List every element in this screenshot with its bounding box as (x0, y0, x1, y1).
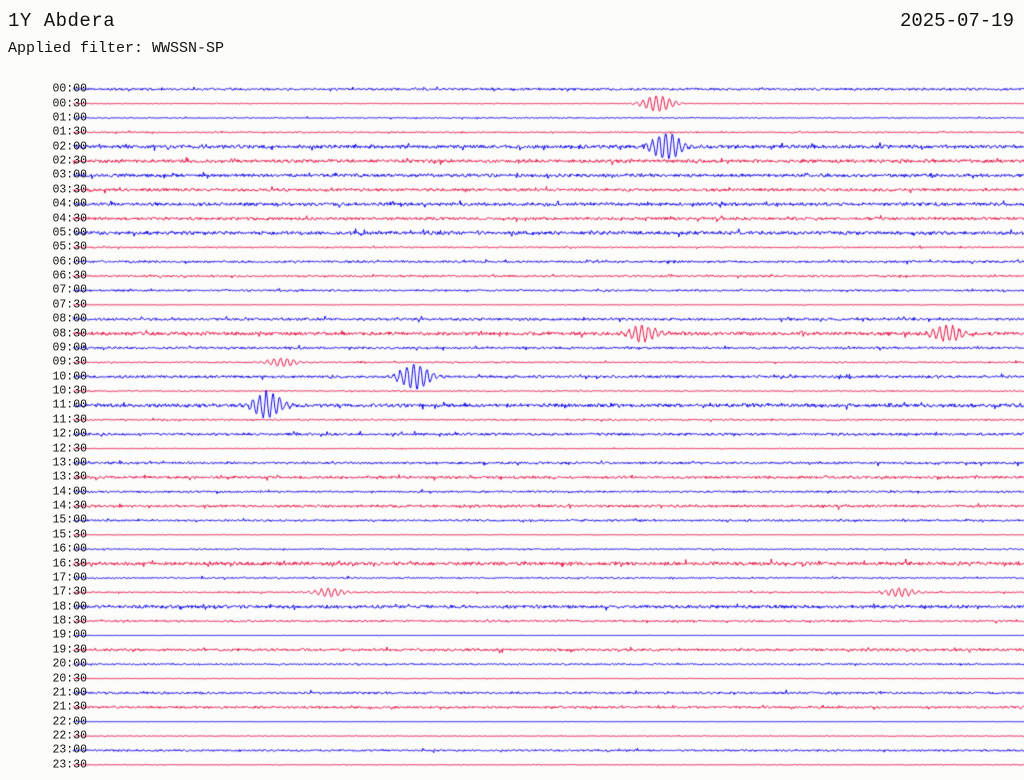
row-time-label: 05:30 (35, 241, 87, 254)
row-time-label: 17:30 (35, 586, 87, 599)
filter-label: Applied filter: WWSSN-SP (8, 40, 224, 57)
row-time-label: 08:30 (35, 327, 87, 340)
row-time-label: 01:30 (35, 126, 87, 139)
row-time-label: 11:30 (35, 413, 87, 426)
row-time-label: 16:30 (35, 557, 87, 570)
row-time-label: 10:00 (35, 370, 87, 383)
row-time-label: 01:00 (35, 111, 87, 124)
row-time-label: 18:00 (35, 600, 87, 613)
row-time-label: 09:00 (35, 341, 87, 354)
row-time-label: 03:00 (35, 169, 87, 182)
row-time-label: 15:30 (35, 528, 87, 541)
row-time-label: 08:00 (35, 313, 87, 326)
row-time-label: 07:30 (35, 298, 87, 311)
row-time-label: 21:00 (35, 686, 87, 699)
row-time-label: 05:00 (35, 226, 87, 239)
row-time-label: 12:00 (35, 428, 87, 441)
row-time-label: 14:00 (35, 485, 87, 498)
date-label: 2025-07-19 (900, 10, 1014, 32)
waveform-chart-area: 00:00 00:30 01:00 01:30 02:00 02:30 03:00 03:30… (0, 82, 1024, 772)
row-time-label: 13:00 (35, 456, 87, 469)
row-time-label: 06:30 (35, 270, 87, 283)
row-time-label: 09:30 (35, 356, 87, 369)
row-time-label: 20:00 (35, 658, 87, 671)
row-time-label: 00:00 (35, 83, 87, 96)
row-time-label: 17:00 (35, 571, 87, 584)
station-title: 1Y Abdera (8, 10, 115, 32)
row-time-label: 19:00 (35, 629, 87, 642)
waveform-canvas (0, 82, 1024, 772)
row-time-label: 00:30 (35, 97, 87, 110)
row-time-label: 23:30 (35, 758, 87, 771)
row-time-label: 15:00 (35, 514, 87, 527)
row-time-label: 22:00 (35, 715, 87, 728)
row-time-label: 04:00 (35, 198, 87, 211)
row-time-label: 22:30 (35, 730, 87, 743)
row-time-label: 19:30 (35, 643, 87, 656)
row-time-label: 21:30 (35, 701, 87, 714)
row-time-label: 07:00 (35, 284, 87, 297)
row-time-label: 02:30 (35, 155, 87, 168)
seismograph-page: 1Y Abdera 2025-07-19 Applied filter: WWS… (0, 0, 1024, 780)
row-time-label: 20:30 (35, 672, 87, 685)
row-time-label: 16:00 (35, 543, 87, 556)
row-time-label: 11:00 (35, 399, 87, 412)
row-time-label: 23:00 (35, 744, 87, 757)
row-time-label: 03:30 (35, 183, 87, 196)
row-time-label: 06:00 (35, 255, 87, 268)
row-time-label: 18:30 (35, 615, 87, 628)
row-time-label: 14:30 (35, 500, 87, 513)
row-time-label: 13:30 (35, 471, 87, 484)
row-time-label: 12:30 (35, 442, 87, 455)
row-time-label: 10:30 (35, 385, 87, 398)
row-time-label: 02:00 (35, 140, 87, 153)
row-time-label: 04:30 (35, 212, 87, 225)
